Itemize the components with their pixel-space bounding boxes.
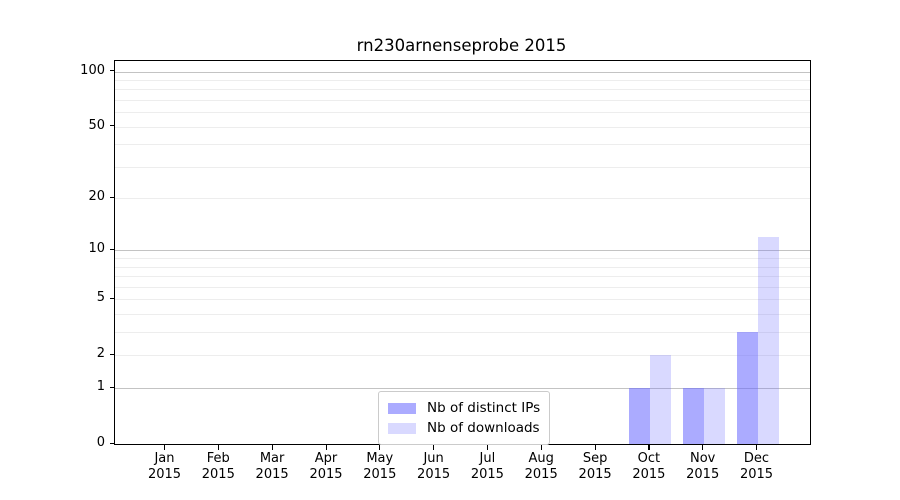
- y-tick-mark: [110, 353, 115, 355]
- x-tick-mark: [379, 445, 381, 450]
- minor-gridline: [115, 266, 810, 268]
- minor-gridline: [115, 79, 810, 81]
- minor-gridline: [115, 355, 810, 357]
- bar-distinct-ips: [736, 332, 758, 444]
- legend-label-distinct-ips: Nb of distinct IPs: [427, 400, 541, 416]
- bar-downloads: [757, 237, 779, 444]
- minor-gridline: [115, 286, 810, 288]
- x-tick-mark: [271, 445, 273, 450]
- minor-gridline: [115, 314, 810, 316]
- minor-gridline: [115, 144, 810, 146]
- minor-gridline: [115, 126, 810, 128]
- x-tick-mark: [325, 445, 327, 450]
- x-tick-label: Sep 2015: [578, 451, 612, 482]
- y-tick-label: 5: [96, 290, 105, 306]
- bar-downloads: [703, 388, 725, 444]
- x-tick-label: Mar 2015: [255, 451, 289, 482]
- major-gridline: [115, 250, 810, 252]
- x-tick-mark: [164, 445, 166, 450]
- major-gridline: [115, 71, 810, 73]
- legend-row-distinct-ips: Nb of distinct IPs: [388, 398, 540, 418]
- x-tick-mark: [540, 445, 542, 450]
- x-tick-label: Feb 2015: [201, 451, 235, 482]
- minor-gridline: [115, 198, 810, 200]
- y-tick-mark: [110, 386, 115, 388]
- x-tick-label: Jan 2015: [147, 451, 182, 482]
- plot-area: [114, 60, 811, 445]
- x-tick-label: May 2015: [363, 451, 397, 482]
- x-tick-label: Nov 2015: [686, 451, 720, 482]
- y-tick-label: 20: [88, 189, 105, 205]
- y-tick-label: 2: [96, 346, 105, 362]
- y-tick-mark: [110, 442, 115, 444]
- bar-downloads: [649, 355, 671, 444]
- minor-gridline: [115, 112, 810, 114]
- y-tick-mark: [110, 196, 115, 198]
- x-tick-mark: [756, 445, 758, 450]
- minor-gridline: [115, 276, 810, 278]
- minor-gridline: [115, 332, 810, 334]
- x-tick-mark: [486, 445, 489, 450]
- x-tick-label: Oct 2015: [632, 451, 666, 482]
- y-tick-label: 0: [96, 435, 105, 450]
- legend-swatch-distinct-ips: [388, 402, 416, 414]
- y-tick-label: 100: [80, 62, 105, 78]
- legend-row-downloads: Nb of downloads: [388, 418, 540, 438]
- y-tick-label: 10: [88, 241, 105, 257]
- y-tick-mark: [110, 248, 115, 251]
- x-tick-label: Aug 2015: [524, 451, 558, 482]
- bar-distinct-ips: [682, 388, 704, 444]
- bar-distinct-ips: [628, 388, 650, 444]
- y-tick-mark: [110, 70, 115, 72]
- x-tick-label: Apr 2015: [309, 451, 343, 482]
- minor-gridline: [115, 299, 810, 301]
- x-tick-label: Jul 2015: [470, 451, 504, 482]
- x-tick-mark: [217, 445, 219, 450]
- legend: Nb of distinct IPs Nb of downloads: [378, 391, 551, 445]
- x-tick-mark: [594, 445, 596, 450]
- y-tick-label: 1: [96, 379, 105, 395]
- x-tick-mark: [702, 445, 704, 450]
- legend-label-downloads: Nb of downloads: [427, 420, 540, 436]
- y-tick-mark: [110, 125, 115, 127]
- minor-gridline: [115, 166, 810, 168]
- minor-gridline: [115, 99, 810, 101]
- minor-gridline: [115, 258, 810, 260]
- x-tick-mark: [648, 445, 650, 450]
- minor-gridline: [115, 89, 810, 91]
- y-tick-mark: [110, 297, 115, 300]
- x-tick-mark: [433, 445, 435, 450]
- chart-title: rn230arnenseprobe 2015: [356, 36, 567, 55]
- y-tick-label: 50: [88, 117, 105, 133]
- major-gridline: [115, 388, 810, 390]
- x-tick-label: Dec 2015: [739, 451, 774, 482]
- x-tick-label: Jun 2015: [417, 451, 451, 482]
- legend-swatch-downloads: [388, 422, 416, 434]
